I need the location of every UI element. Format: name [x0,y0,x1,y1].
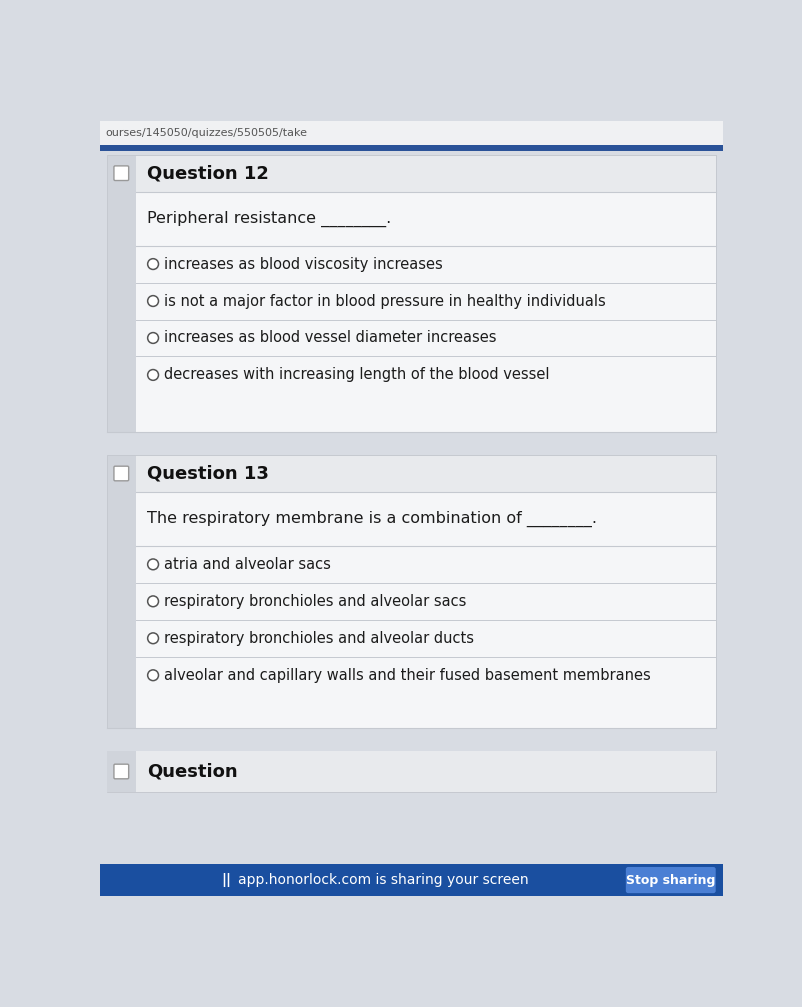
FancyBboxPatch shape [114,764,128,778]
Circle shape [148,296,158,306]
FancyBboxPatch shape [136,657,715,694]
FancyBboxPatch shape [107,455,715,728]
Text: alveolar and capillary walls and their fused basement membranes: alveolar and capillary walls and their f… [164,668,650,683]
FancyBboxPatch shape [114,166,128,180]
Text: ourses/145050/quizzes/550505/take: ourses/145050/quizzes/550505/take [105,128,306,138]
FancyBboxPatch shape [107,455,715,492]
Circle shape [148,596,158,606]
FancyBboxPatch shape [136,283,715,319]
Text: increases as blood viscosity increases: increases as blood viscosity increases [164,257,442,272]
FancyBboxPatch shape [136,191,715,246]
FancyBboxPatch shape [100,121,722,145]
FancyBboxPatch shape [107,751,715,792]
FancyBboxPatch shape [107,455,136,728]
Circle shape [148,332,158,343]
FancyBboxPatch shape [107,455,136,492]
FancyBboxPatch shape [107,751,715,792]
Text: Question 12: Question 12 [147,164,269,182]
FancyBboxPatch shape [114,466,128,480]
Text: Question: Question [147,762,237,780]
Text: is not a major factor in blood pressure in healthy individuals: is not a major factor in blood pressure … [164,293,605,308]
FancyBboxPatch shape [136,492,715,546]
Text: Stop sharing: Stop sharing [626,873,715,886]
FancyBboxPatch shape [625,867,715,893]
FancyBboxPatch shape [136,356,715,394]
FancyBboxPatch shape [107,155,715,432]
Text: increases as blood vessel diameter increases: increases as blood vessel diameter incre… [164,330,496,345]
FancyBboxPatch shape [136,619,715,657]
FancyBboxPatch shape [107,751,136,792]
Text: The respiratory membrane is a combination of ________.: The respiratory membrane is a combinatio… [147,511,596,527]
Text: respiratory bronchioles and alveolar ducts: respiratory bronchioles and alveolar duc… [164,630,473,645]
Text: app.honorlock.com is sharing your screen: app.honorlock.com is sharing your screen [238,873,529,887]
FancyBboxPatch shape [100,151,722,896]
Text: atria and alveolar sacs: atria and alveolar sacs [164,557,330,572]
FancyBboxPatch shape [107,155,136,191]
FancyBboxPatch shape [107,155,715,191]
Text: ||: || [221,873,231,887]
FancyBboxPatch shape [100,145,722,151]
Text: respiratory bronchioles and alveolar sacs: respiratory bronchioles and alveolar sac… [164,594,466,609]
Text: Peripheral resistance ________.: Peripheral resistance ________. [147,210,391,227]
Circle shape [148,370,158,381]
Text: decreases with increasing length of the blood vessel: decreases with increasing length of the … [164,368,549,383]
Text: Question 13: Question 13 [147,464,269,482]
FancyBboxPatch shape [136,546,715,583]
FancyBboxPatch shape [107,751,136,792]
Circle shape [148,559,158,570]
FancyBboxPatch shape [107,155,136,432]
FancyBboxPatch shape [136,319,715,356]
Circle shape [148,259,158,270]
FancyBboxPatch shape [136,583,715,619]
FancyBboxPatch shape [136,246,715,283]
FancyBboxPatch shape [100,864,722,896]
Circle shape [148,670,158,681]
Circle shape [148,632,158,643]
